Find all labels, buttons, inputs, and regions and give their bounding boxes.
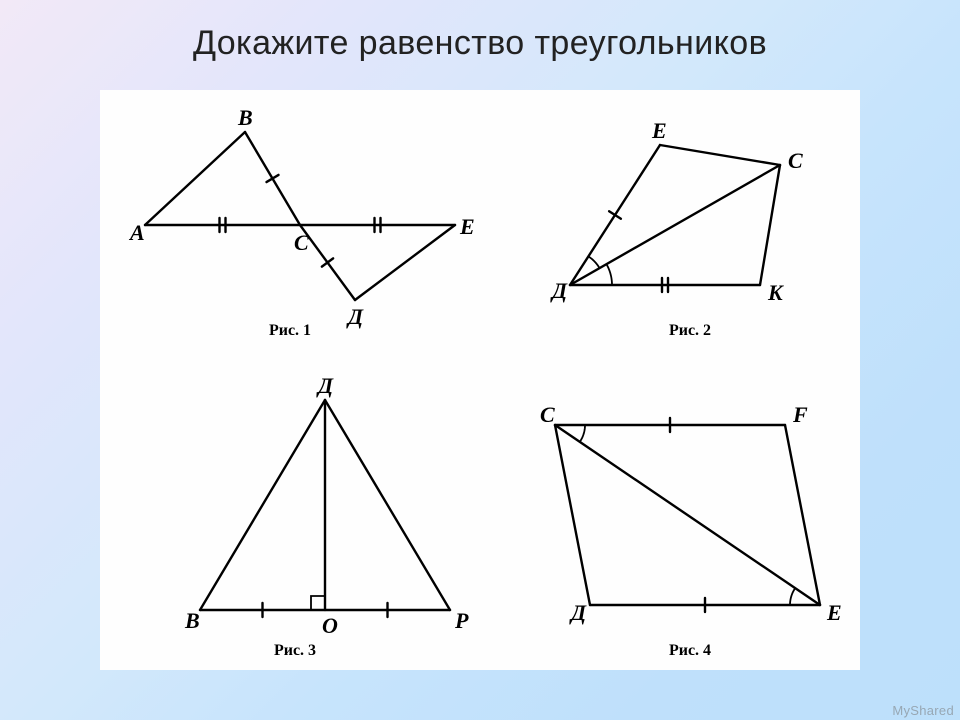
svg-text:Рис. 2: Рис. 2 bbox=[669, 322, 711, 339]
svg-text:Д: Д bbox=[569, 600, 587, 625]
svg-text:A: A bbox=[128, 220, 145, 245]
watermark-text: MyShared bbox=[892, 703, 954, 718]
svg-text:B: B bbox=[184, 608, 200, 633]
svg-text:E: E bbox=[459, 214, 475, 239]
svg-text:Д: Д bbox=[346, 304, 364, 329]
svg-text:Д: Д bbox=[550, 278, 568, 303]
svg-text:Д: Д bbox=[316, 373, 334, 398]
svg-text:C: C bbox=[788, 148, 803, 173]
slide-title: Докажите равенство треугольников bbox=[0, 24, 960, 63]
svg-text:O: O bbox=[322, 613, 338, 638]
slide-background: Докажите равенство треугольников A B C E Д Ри… bbox=[0, 0, 960, 720]
svg-text:E: E bbox=[826, 600, 842, 625]
figures-svg: A B C E Д Рис. 1 Д E C K Рис. 2 Д B P O Рис. 3 C F E Д Рис. … bbox=[100, 90, 860, 670]
svg-text:B: B bbox=[237, 105, 253, 130]
svg-text:C: C bbox=[540, 402, 555, 427]
figure-panel: A B C E Д Рис. 1 Д E C K Рис. 2 Д B P O Рис. 3 C F E Д Рис. … bbox=[100, 90, 860, 670]
svg-text:P: P bbox=[454, 608, 469, 633]
svg-text:C: C bbox=[294, 230, 309, 255]
svg-text:Рис. 4: Рис. 4 bbox=[669, 642, 711, 659]
svg-text:F: F bbox=[792, 402, 808, 427]
svg-text:E: E bbox=[651, 118, 667, 143]
svg-text:Рис. 1: Рис. 1 bbox=[269, 322, 311, 339]
svg-text:K: K bbox=[767, 280, 784, 305]
svg-text:Рис. 3: Рис. 3 bbox=[274, 642, 316, 659]
